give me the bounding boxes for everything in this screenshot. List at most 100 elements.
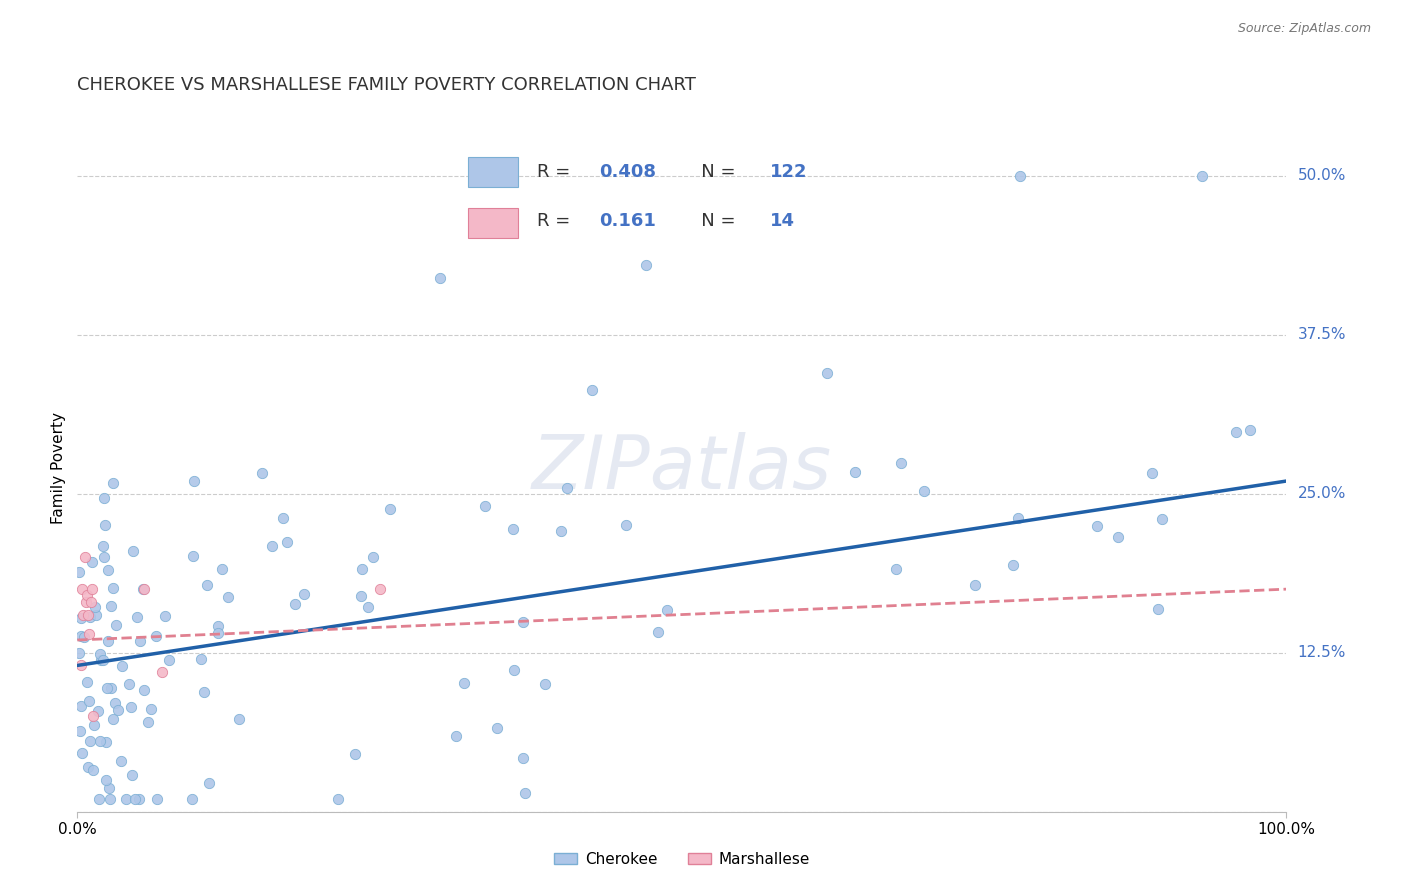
Point xyxy=(122,544,145,558)
Point xyxy=(124,792,146,806)
Point xyxy=(555,481,578,495)
Point xyxy=(79,610,101,624)
Point xyxy=(73,550,96,565)
Point xyxy=(228,712,250,726)
Point xyxy=(72,607,94,622)
Point xyxy=(503,663,526,677)
Point xyxy=(128,792,150,806)
Point xyxy=(69,698,91,713)
Point xyxy=(884,562,907,576)
Point xyxy=(89,653,111,667)
Point xyxy=(844,465,866,479)
Point xyxy=(101,581,124,595)
Point xyxy=(581,383,603,397)
Point xyxy=(127,610,149,624)
Point xyxy=(93,491,115,505)
Point xyxy=(97,781,120,796)
Point xyxy=(84,600,107,615)
Point xyxy=(70,629,93,643)
Point xyxy=(82,709,104,723)
Point xyxy=(155,609,177,624)
Point xyxy=(134,682,156,697)
Point xyxy=(1085,519,1108,533)
Point xyxy=(502,522,524,536)
Point xyxy=(67,565,90,579)
Point xyxy=(190,652,212,666)
Y-axis label: Family Poverty: Family Poverty xyxy=(51,412,66,524)
Point xyxy=(104,618,127,632)
Point xyxy=(453,676,475,690)
Point xyxy=(107,703,129,717)
Text: 0.161: 0.161 xyxy=(599,211,657,230)
Point xyxy=(328,792,350,806)
Point xyxy=(93,550,115,565)
Point xyxy=(77,607,100,622)
Point xyxy=(145,629,167,643)
Point xyxy=(343,747,366,761)
Point xyxy=(128,634,150,648)
Point xyxy=(474,500,496,514)
Point xyxy=(963,578,986,592)
Point xyxy=(115,792,138,806)
Point xyxy=(73,631,96,645)
Point xyxy=(1002,558,1025,572)
Point xyxy=(80,582,103,596)
Point xyxy=(82,763,104,777)
Point xyxy=(84,608,107,623)
Point xyxy=(1140,466,1163,480)
Point xyxy=(1107,530,1129,544)
Point xyxy=(614,518,637,533)
Point xyxy=(139,701,162,715)
Point xyxy=(533,677,555,691)
Point xyxy=(70,747,93,761)
Point xyxy=(136,715,159,730)
Point xyxy=(100,599,122,614)
Point xyxy=(132,582,155,596)
Point xyxy=(79,626,101,640)
Text: N =: N = xyxy=(685,211,748,230)
Point xyxy=(69,724,91,739)
Point xyxy=(350,561,373,575)
Bar xyxy=(468,208,517,238)
Point xyxy=(83,718,105,732)
Point xyxy=(195,578,218,592)
Point xyxy=(96,735,118,749)
Point xyxy=(1010,169,1032,183)
Text: 122: 122 xyxy=(769,163,807,181)
Point xyxy=(183,474,205,488)
Point xyxy=(75,595,97,609)
Text: ZIPatlas: ZIPatlas xyxy=(531,433,832,504)
Point xyxy=(655,603,678,617)
Point xyxy=(207,618,229,632)
Point xyxy=(70,611,93,625)
Point xyxy=(634,258,657,272)
Point xyxy=(79,595,101,609)
Point xyxy=(97,633,120,648)
Point xyxy=(111,659,134,673)
Text: R =: R = xyxy=(537,163,576,181)
Point xyxy=(271,510,294,524)
Point xyxy=(207,626,229,640)
Point xyxy=(77,759,100,773)
Point xyxy=(89,733,111,747)
Point xyxy=(89,647,111,661)
Text: R =: R = xyxy=(537,211,582,230)
Point xyxy=(180,792,202,806)
Point xyxy=(157,653,180,667)
Point xyxy=(76,675,98,690)
Point xyxy=(429,270,451,285)
Point xyxy=(146,792,169,806)
Point xyxy=(512,751,534,765)
Point xyxy=(193,685,215,699)
Point xyxy=(104,697,127,711)
Point xyxy=(100,681,122,695)
Point xyxy=(79,734,101,748)
Point xyxy=(912,483,935,498)
Point xyxy=(217,590,239,604)
Point xyxy=(349,589,371,603)
Point xyxy=(91,653,114,667)
Text: 50.0%: 50.0% xyxy=(1298,169,1346,183)
Point xyxy=(103,475,125,490)
Point xyxy=(98,792,121,806)
Point xyxy=(1239,423,1261,437)
